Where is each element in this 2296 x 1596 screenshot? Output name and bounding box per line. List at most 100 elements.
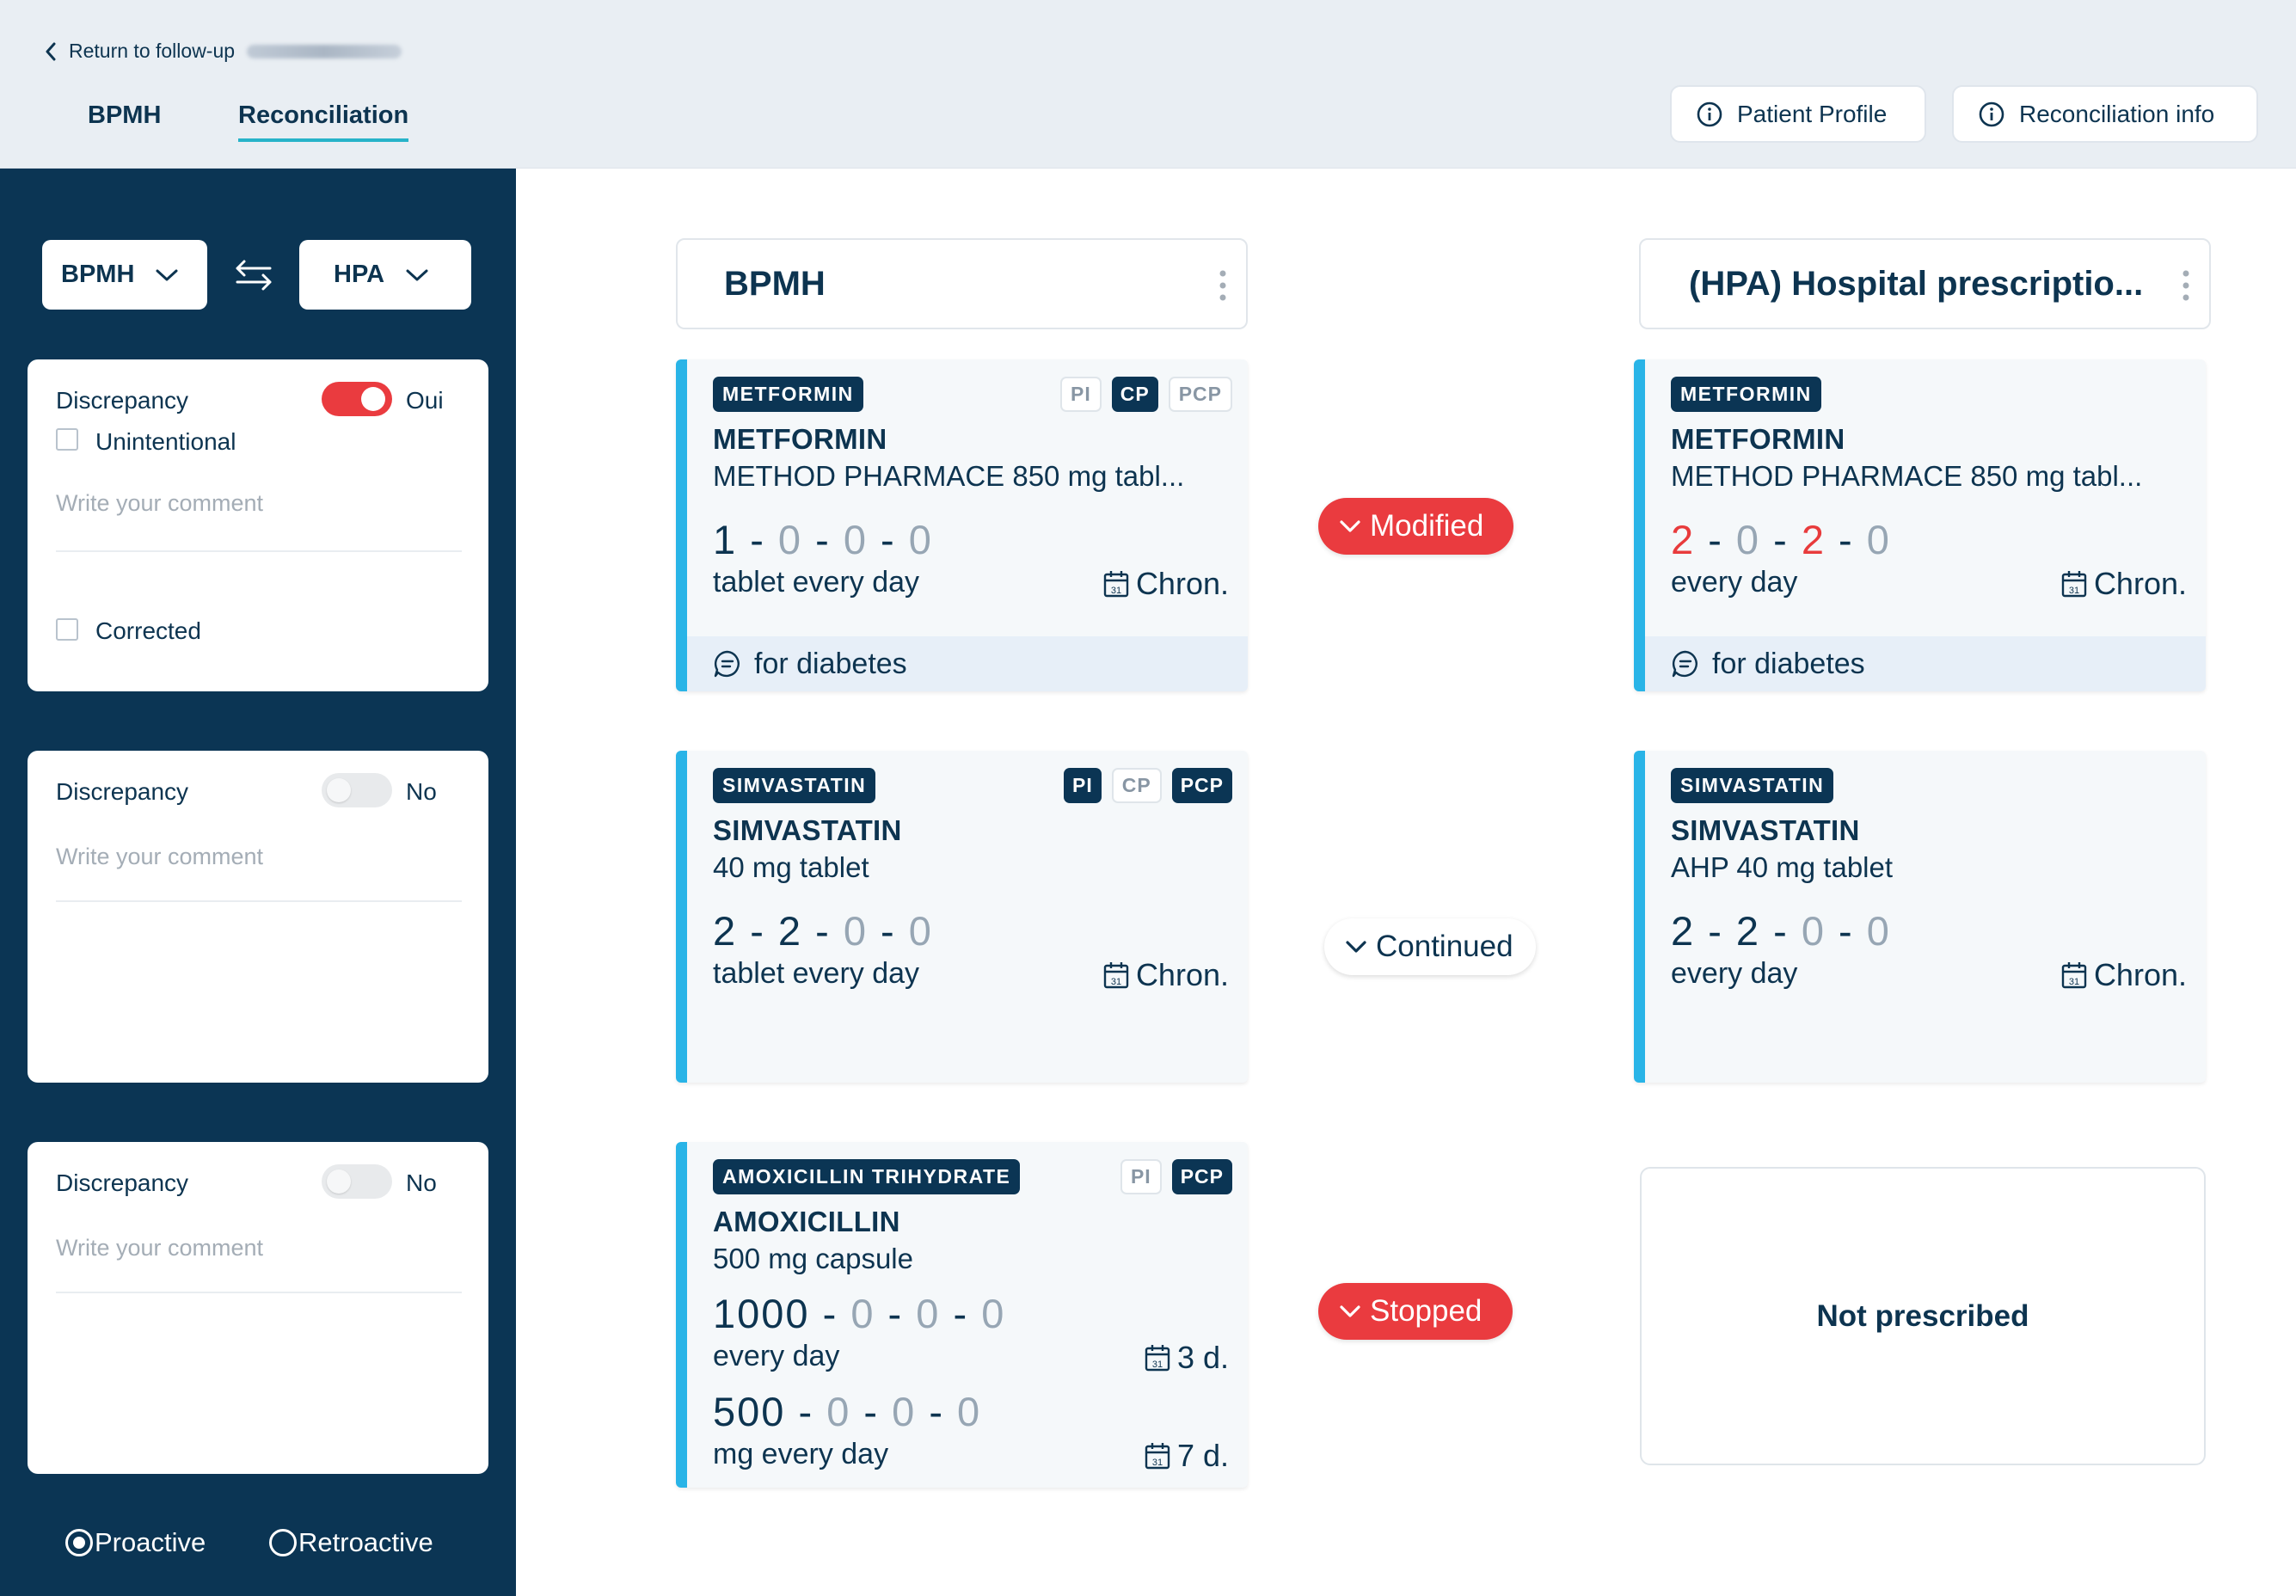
- reconciliation-info-button[interactable]: Reconciliation info: [1952, 85, 2258, 143]
- dose-morning: 1: [713, 517, 738, 562]
- patient-profile-label: Patient Profile: [1737, 100, 1888, 127]
- dose-noon: 0: [850, 1291, 875, 1336]
- tag-group: PI PCP: [1120, 1159, 1232, 1194]
- dosage-schedule: 1 - 0 - 0 - 0: [713, 517, 933, 562]
- dose-morning: 2: [713, 908, 738, 954]
- toggle-knob: [327, 778, 351, 802]
- tag-pcp: PCP: [1168, 377, 1232, 412]
- source-left-select[interactable]: BPMH: [42, 240, 207, 310]
- bpmh-med-card[interactable]: SIMVASTATIN PI CP PCP SIMVASTATIN 40 mg …: [676, 751, 1248, 1083]
- tag-pi: PI: [1120, 1159, 1162, 1194]
- not-prescribed-placeholder: Not prescribed: [1640, 1167, 2206, 1465]
- duration: 31 Chron.: [1103, 566, 1229, 602]
- source-left-value: BPMH: [61, 261, 135, 288]
- hpa-med-card[interactable]: SIMVASTATIN SIMVASTATIN AHP 40 mg tablet…: [1634, 751, 2206, 1083]
- status-label: Stopped: [1370, 1294, 1483, 1328]
- patient-profile-button[interactable]: Patient Profile: [1670, 85, 1926, 143]
- radio-selected-icon: [65, 1529, 93, 1556]
- svg-text:31: 31: [1111, 977, 1121, 987]
- retroactive-radio[interactable]: Retroactive: [269, 1527, 433, 1558]
- molecule-badge: SIMVASTATIN: [713, 768, 876, 803]
- swap-arrows-icon[interactable]: [232, 258, 275, 292]
- dose-noon: 2: [777, 908, 803, 954]
- info-icon: [1697, 101, 1722, 126]
- dose-morning: 2: [1671, 517, 1696, 562]
- more-options-icon[interactable]: [1219, 268, 1227, 303]
- toggle-label: Oui: [406, 387, 444, 414]
- calendar-icon: 31: [1145, 1345, 1170, 1372]
- proactive-radio[interactable]: Proactive: [65, 1527, 206, 1558]
- corrected-checkbox[interactable]: [56, 618, 78, 641]
- dosage-schedule: 2 - 2 - 0 - 0: [713, 908, 933, 954]
- duration: 31 Chron.: [1103, 957, 1229, 993]
- proactive-label: Proactive: [95, 1527, 206, 1557]
- dose-noon: 0: [826, 1389, 851, 1434]
- note-text: for diabetes: [754, 647, 907, 680]
- dose-night: 0: [908, 908, 933, 954]
- discrepancy-toggle[interactable]: [322, 1164, 392, 1199]
- dose-noon: 0: [1735, 517, 1761, 562]
- back-link-label: Return to follow-up: [69, 40, 236, 62]
- duration-2: 31 7 d.: [1145, 1438, 1229, 1474]
- med-name: SIMVASTATIN: [1671, 814, 1860, 846]
- calendar-icon: 31: [2061, 962, 2087, 989]
- discrepancy-title: Discrepancy: [56, 387, 189, 414]
- toggle-label: No: [406, 778, 437, 805]
- frequency: every day: [713, 1340, 840, 1372]
- dose-night: 0: [908, 517, 933, 562]
- comment-bubble-icon: [714, 650, 740, 678]
- source-right-select[interactable]: HPA: [299, 240, 471, 310]
- discrepancy-toggle[interactable]: [322, 382, 392, 416]
- source-right-value: HPA: [334, 261, 385, 288]
- tab-reconciliation[interactable]: Reconciliation: [238, 101, 409, 142]
- dose-evening: 2: [1801, 517, 1826, 562]
- svg-text:31: 31: [1152, 1360, 1163, 1370]
- dosage-schedule: 1000 - 0 - 0 - 0: [713, 1291, 1006, 1336]
- discrepancy-card: Discrepancy Oui Unintentional Write your…: [28, 359, 488, 691]
- molecule-badge: METFORMIN: [713, 377, 863, 412]
- duration: 31 3 d.: [1145, 1340, 1229, 1376]
- svg-text:31: 31: [2069, 977, 2079, 987]
- tab-bpmh[interactable]: BPMH: [88, 101, 162, 129]
- chevron-down-icon: [1346, 941, 1366, 953]
- dose-night: 0: [957, 1389, 982, 1434]
- tag-cp: CP: [1111, 377, 1158, 412]
- molecule-badge: AMOXICILLIN TRIHYDRATE: [713, 1159, 1021, 1194]
- duration: 31 Chron.: [2061, 566, 2187, 602]
- med-description: AHP 40 mg tablet: [1671, 851, 1894, 883]
- duration-label: Chron.: [2093, 566, 2187, 601]
- dose-night: 0: [981, 1291, 1006, 1336]
- hpa-column-header: (HPA) Hospital prescriptio...: [1639, 238, 2211, 329]
- hpa-med-card[interactable]: METFORMIN METFORMIN METHOD PHARMACE 850 …: [1634, 359, 2206, 691]
- dose-noon: 0: [777, 517, 803, 562]
- info-icon: [1979, 101, 2004, 126]
- status-modified-button[interactable]: Modified: [1318, 498, 1513, 555]
- med-description: METHOD PHARMACE 850 mg tabl...: [713, 460, 1185, 492]
- chevron-down-icon: [1340, 520, 1360, 532]
- reconciliation-info-label: Reconciliation info: [2019, 100, 2215, 127]
- comment-input[interactable]: Write your comment: [56, 1235, 462, 1293]
- duration-label: Chron.: [1135, 957, 1229, 992]
- return-to-follow-up-link[interactable]: Return to follow-up: [45, 40, 402, 63]
- dose-night: 0: [1866, 908, 1891, 954]
- status-stopped-button[interactable]: Stopped: [1318, 1283, 1513, 1340]
- dose-evening: 0: [892, 1389, 917, 1434]
- radio-unselected-icon: [269, 1529, 297, 1556]
- status-continued-button[interactable]: Continued: [1324, 918, 1536, 975]
- med-name: AMOXICILLIN: [713, 1206, 900, 1237]
- med-description: 500 mg capsule: [713, 1243, 913, 1274]
- bpmh-med-card[interactable]: METFORMIN PI CP PCP METFORMIN METHOD PHA…: [676, 359, 1248, 691]
- molecule-badge: METFORMIN: [1671, 377, 1821, 412]
- note-text: for diabetes: [1712, 647, 1865, 680]
- chevron-down-icon: [1340, 1305, 1360, 1317]
- more-options-icon[interactable]: [2182, 268, 2190, 303]
- med-description: METHOD PHARMACE 850 mg tabl...: [1671, 460, 2143, 492]
- discrepancy-toggle[interactable]: [322, 773, 392, 807]
- bpmh-med-card[interactable]: AMOXICILLIN TRIHYDRATE PI PCP AMOXICILLI…: [676, 1142, 1248, 1488]
- comment-input[interactable]: Write your comment: [56, 490, 462, 552]
- unintentional-checkbox[interactable]: [56, 428, 78, 451]
- comment-input[interactable]: Write your comment: [56, 844, 462, 902]
- tag-pi: PI: [1060, 377, 1102, 412]
- frequency: every day: [1671, 566, 1798, 598]
- svg-text:31: 31: [1152, 1458, 1163, 1468]
